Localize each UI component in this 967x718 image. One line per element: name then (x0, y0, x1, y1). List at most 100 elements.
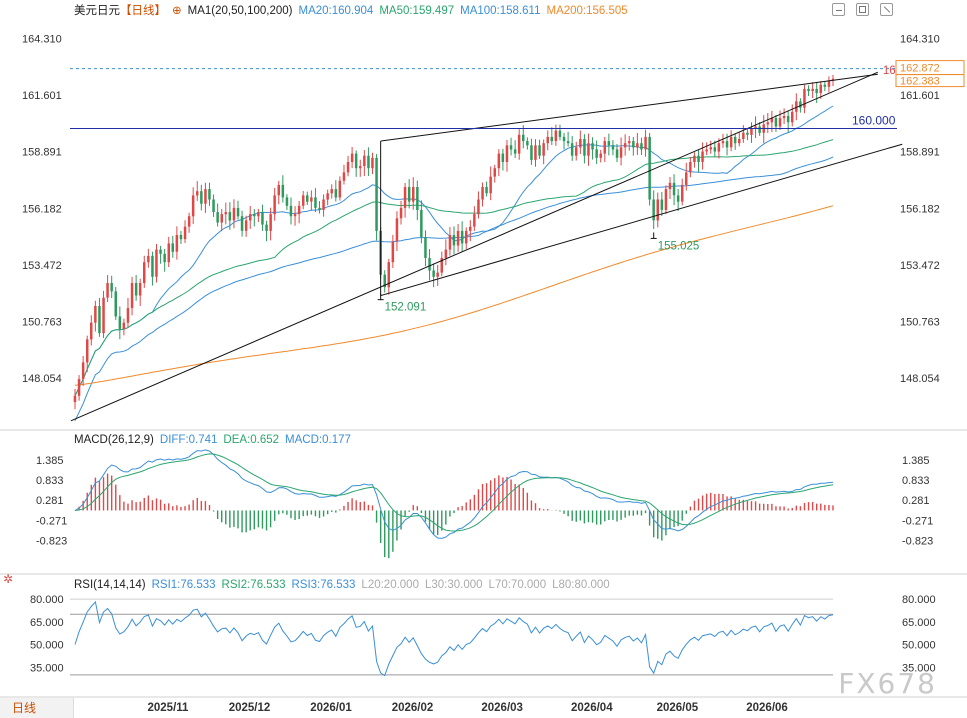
candle-body (534, 145, 537, 160)
candle-body (672, 182, 676, 196)
candle-body (717, 143, 721, 152)
candle-body (424, 237, 427, 258)
ma200-value: MA200:156.505 (546, 5, 628, 17)
candle-body (175, 235, 179, 252)
price-header: 美元日元【日线】 ⊕ MA1(20,50,100,200) MA20:160.904 M… (74, 3, 634, 19)
y-tick-label-right: 161.601 (900, 90, 940, 102)
candle-body (746, 132, 749, 135)
candle-body (253, 214, 256, 217)
candle-body (603, 141, 606, 154)
rsi-y-tick-right: 65.000 (902, 617, 936, 629)
x-tick-label: 2026/04 (571, 702, 613, 714)
candle-body (134, 283, 138, 296)
candle-body (77, 379, 81, 396)
candle-body (143, 262, 146, 284)
candle-body (81, 362, 85, 380)
rsi-y-tick-left: 65.000 (30, 617, 64, 629)
candle-body (676, 195, 680, 202)
candle-body (815, 88, 818, 94)
candle-body (786, 116, 790, 123)
minimize-icon[interactable] (832, 3, 845, 16)
candle-body (668, 182, 672, 190)
candle-body (106, 283, 109, 298)
candle-body (733, 136, 737, 144)
candle-body (591, 143, 594, 150)
candle-body (387, 262, 390, 288)
candle-body (147, 255, 150, 263)
candle-body (738, 139, 741, 144)
candle-body (257, 212, 260, 217)
candle-body (656, 199, 659, 221)
candle-body (607, 141, 611, 146)
candle-body (285, 197, 289, 206)
candle-body (595, 149, 598, 158)
candle-body (94, 306, 97, 323)
candle-body (465, 230, 468, 244)
price-tag-label: 162.383 (900, 76, 940, 88)
candle-body (681, 184, 684, 202)
candle-body (729, 136, 733, 148)
candle-body (403, 187, 407, 208)
candle-body (269, 214, 272, 231)
candle-body (644, 136, 647, 150)
candle-body (575, 147, 578, 156)
gear-icon[interactable]: ✲ (3, 572, 14, 586)
rsi1-value: RSI1:76.533 (151, 579, 216, 591)
period-switch-button[interactable]: 日线 (0, 698, 74, 718)
candle-body (481, 187, 484, 200)
candle-body (293, 214, 297, 217)
expand-icon[interactable] (856, 3, 869, 16)
y-tick-label-right: 148.054 (900, 373, 940, 385)
candle-body (460, 230, 464, 244)
x-tick-label: 2025/12 (229, 702, 271, 714)
fullscreen-icon[interactable] (880, 3, 893, 16)
candle-body (664, 189, 668, 210)
candle-body (538, 145, 541, 156)
y-tick-label-right: 153.472 (900, 260, 940, 272)
y-tick-label-right: 164.310 (900, 34, 940, 46)
candle-body (628, 141, 631, 144)
macd-value: MACD:0.177 (285, 434, 351, 446)
x-tick-label: 2026/05 (657, 702, 699, 714)
candle-body (599, 153, 602, 158)
ma50-value: MA50:159.497 (379, 5, 455, 17)
candle-body (583, 139, 586, 156)
y-tick-label-left: 156.182 (22, 203, 62, 215)
candle-body (636, 143, 639, 148)
l80-value: L80:80.000 (552, 579, 610, 591)
candle-body (791, 111, 794, 123)
candle-body (701, 151, 704, 162)
rsi-y-tick-left: 35.000 (30, 662, 64, 674)
candle-body (167, 243, 170, 263)
y-tick-label-left: 153.472 (22, 260, 62, 272)
candle-body (277, 184, 280, 196)
candle-body (444, 249, 448, 258)
candle-body (640, 143, 643, 150)
candle-body (754, 126, 757, 129)
candle-body (354, 153, 358, 169)
candle-body (562, 136, 566, 142)
candle-body (632, 141, 635, 148)
candle-body (151, 255, 154, 277)
candle-body (440, 258, 443, 273)
candle-body (497, 153, 501, 169)
compare-icon[interactable]: ⊕ (172, 5, 182, 17)
macd-y-tick-left: -0.823 (36, 535, 67, 547)
ma20-value: MA20:160.904 (298, 5, 374, 17)
x-tick-label: 2026/03 (481, 702, 523, 714)
candle-body (742, 132, 745, 139)
candle-body (86, 339, 89, 363)
x-tick-label: 2026/06 (746, 702, 788, 714)
candle-body (489, 176, 492, 194)
y-tick-label-left: 164.310 (22, 34, 62, 46)
rsi3-value: RSI3:76.533 (291, 579, 356, 591)
candle-body (554, 130, 558, 141)
candle-body (367, 155, 370, 169)
candle-body (322, 199, 325, 210)
l20-value: L20:20.000 (361, 579, 419, 591)
candle-body (240, 216, 244, 231)
level-line-label: 160.000 (852, 114, 896, 128)
